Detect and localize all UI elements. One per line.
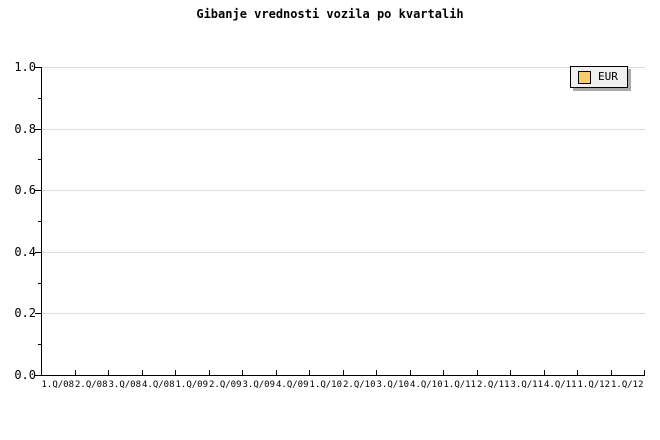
x-axis-tick-label: 4.Q/11 — [543, 380, 577, 390]
x-axis-tick-label: 2.Q/11 — [476, 380, 510, 390]
gridline — [42, 313, 645, 314]
x-axis-tick-label: 1.Q/12 — [577, 380, 610, 390]
x-axis-tick-label: 3.Q/10 — [376, 380, 409, 390]
x-axis-tick — [611, 370, 612, 375]
x-axis-tick — [142, 370, 143, 375]
x-axis-tick — [108, 370, 109, 375]
x-axis-tick-label: 3.Q/08 — [108, 380, 141, 390]
y-axis-tick-label: 1.0 — [14, 60, 36, 74]
x-axis-tick-label: 1.Q/09 — [175, 380, 208, 390]
x-axis-tick — [276, 370, 277, 375]
x-axis-tick-label: 2.Q/08 — [74, 380, 108, 390]
y-axis-major-tick — [35, 190, 41, 191]
x-axis-tick — [544, 370, 545, 375]
y-axis-major-tick — [35, 67, 41, 68]
y-axis-tick-label: 0.6 — [14, 183, 36, 197]
x-axis-tick — [242, 370, 243, 375]
x-axis-tick — [209, 370, 210, 375]
x-axis-tick-label: 4.Q/09 — [275, 380, 309, 390]
x-axis-tick — [309, 370, 310, 375]
y-axis-tick-label: 0.4 — [14, 245, 36, 259]
x-axis-tick-label: 2.Q/09 — [208, 380, 242, 390]
legend-label: EUR — [598, 70, 618, 83]
x-axis-tick — [376, 370, 377, 375]
x-axis-tick-label: 3.Q/09 — [242, 380, 275, 390]
x-axis-tick — [577, 370, 578, 375]
y-axis-minor-tick — [38, 159, 41, 160]
x-axis-tick-label: 4.Q/10 — [409, 380, 443, 390]
x-axis-tick — [175, 370, 176, 375]
x-axis-tick-label: 1.Q/12 — [610, 380, 644, 390]
x-axis-tick — [343, 370, 344, 375]
y-axis-minor-tick — [38, 98, 41, 99]
plot-area — [35, 67, 645, 376]
legend-swatch-icon — [578, 70, 591, 84]
x-axis-tick — [510, 370, 511, 375]
x-axis-tick-label: 2.Q/10 — [342, 380, 376, 390]
x-axis-tick-label: 1.Q/08 — [41, 380, 74, 390]
y-axis-tick-label: 0.0 — [14, 368, 36, 382]
y-axis-major-tick — [35, 129, 41, 130]
x-axis-tick — [410, 370, 411, 375]
y-axis-minor-tick — [38, 221, 41, 222]
gridline — [42, 252, 645, 253]
y-axis-major-tick — [35, 375, 41, 376]
y-axis-tick-label: 0.2 — [14, 306, 36, 320]
gridline — [42, 129, 645, 130]
x-axis-tick-label: 3.Q/11 — [510, 380, 543, 390]
x-axis-tick-label: 1.Q/11 — [443, 380, 476, 390]
chart-title: Gibanje vrednosti vozila po kvartalih — [196, 7, 464, 21]
y-axis-minor-tick — [38, 344, 41, 345]
x-axis-tick — [443, 370, 444, 375]
y-axis-major-tick — [35, 252, 41, 253]
gridline — [42, 190, 645, 191]
y-axis-tick-label: 0.8 — [14, 122, 36, 136]
y-axis-major-tick — [35, 313, 41, 314]
x-axis-tick-label: 4.Q/08 — [141, 380, 175, 390]
x-axis-tick — [477, 370, 478, 375]
gridline — [42, 67, 645, 68]
y-axis-minor-tick — [38, 283, 41, 284]
x-axis-tick — [75, 370, 76, 375]
x-axis-labels: 1.Q/08 2.Q/08 3.Q/08 4.Q/08 1.Q/09 2.Q/09 3.Q/… — [41, 380, 644, 390]
x-axis-tick — [644, 370, 645, 375]
legend: EUR — [570, 66, 628, 88]
x-axis-tick-label: 1.Q/10 — [309, 380, 342, 390]
